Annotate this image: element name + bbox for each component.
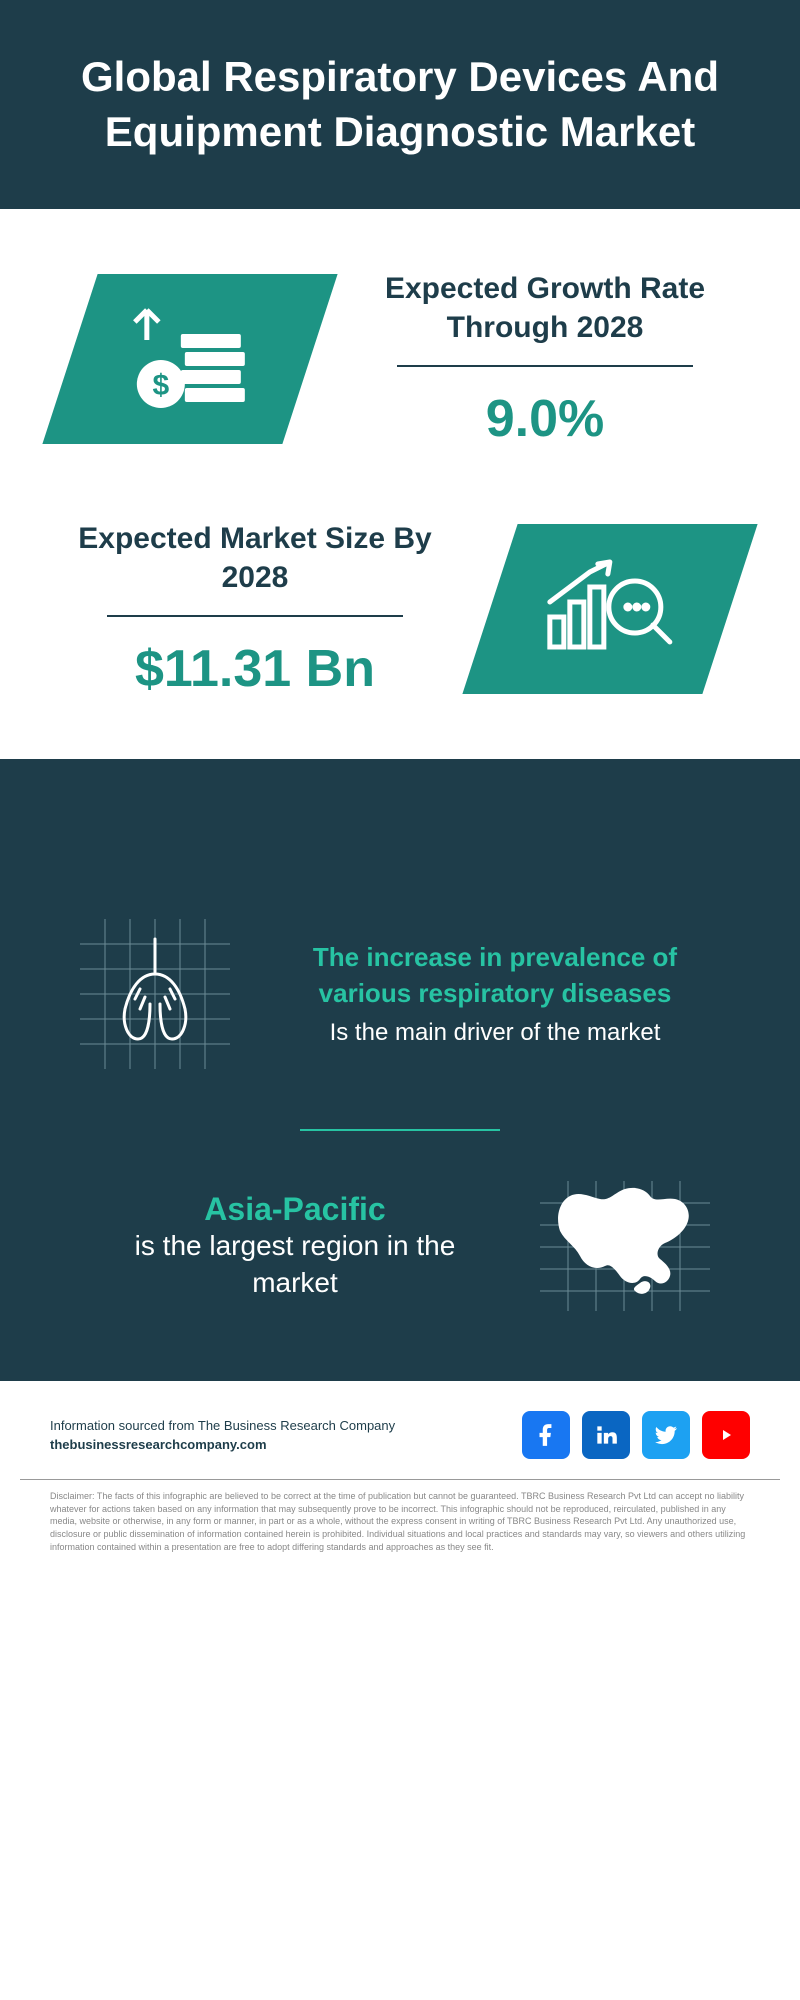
driver-text: The increase in prevalence of various re… <box>270 939 720 1049</box>
money-growth-icon: $ <box>125 302 255 412</box>
asia-map-icon <box>540 1181 710 1311</box>
twitter-icon[interactable] <box>642 1411 690 1459</box>
growth-label: Expected Growth Rate Through 2028 <box>360 269 730 347</box>
social-icons <box>522 1411 750 1459</box>
stats-section: $ Expected Growth Rate Through 2028 9.0% <box>0 209 800 759</box>
disclaimer-text: Disclaimer: The facts of this infographi… <box>50 1490 750 1553</box>
svg-text:$: $ <box>153 369 170 402</box>
page-title: Global Respiratory Devices And Equipment… <box>60 50 740 159</box>
growth-stat-text: Expected Growth Rate Through 2028 9.0% <box>360 269 730 449</box>
footer-info: Information sourced from The Business Re… <box>0 1381 800 1479</box>
market-driver-block: The increase in prevalence of various re… <box>0 879 800 1099</box>
growth-icon-box: $ <box>42 274 337 444</box>
growth-value: 9.0% <box>360 389 730 449</box>
divider <box>107 615 403 617</box>
skyline-silhouette <box>0 759 800 879</box>
market-size-icon-box <box>462 524 757 694</box>
source-line: Information sourced from The Business Re… <box>50 1416 395 1436</box>
region-highlight: Asia-Pacific <box>90 1191 500 1228</box>
youtube-icon[interactable] <box>702 1411 750 1459</box>
market-size-label: Expected Market Size By 2028 <box>70 519 440 597</box>
divider <box>397 365 693 367</box>
growth-rate-row: $ Expected Growth Rate Through 2028 9.0% <box>70 269 730 449</box>
driver-sub: Is the main driver of the market <box>270 1016 720 1050</box>
facebook-icon[interactable] <box>522 1411 570 1459</box>
source-url: thebusinessresearchcompany.com <box>50 1435 395 1455</box>
market-size-stat-text: Expected Market Size By 2028 $11.31 Bn <box>70 519 440 699</box>
linkedin-icon[interactable] <box>582 1411 630 1459</box>
analytics-icon <box>540 552 680 662</box>
market-size-row: Expected Market Size By 2028 $11.31 Bn <box>70 519 730 699</box>
lungs-icon <box>80 919 230 1069</box>
driver-highlight: The increase in prevalence of various re… <box>270 939 720 1012</box>
header-banner: Global Respiratory Devices And Equipment… <box>0 0 800 209</box>
market-size-value: $11.31 Bn <box>70 639 440 699</box>
green-divider <box>300 1129 500 1131</box>
disclaimer-section: Disclaimer: The facts of this infographi… <box>20 1479 780 1583</box>
region-block: Asia-Pacific is the largest region in th… <box>0 1161 800 1341</box>
dark-section: The increase in prevalence of various re… <box>0 759 800 1381</box>
footer-source: Information sourced from The Business Re… <box>50 1416 395 1455</box>
region-sub: is the largest region in the market <box>90 1228 500 1301</box>
region-text: Asia-Pacific is the largest region in th… <box>90 1191 500 1301</box>
